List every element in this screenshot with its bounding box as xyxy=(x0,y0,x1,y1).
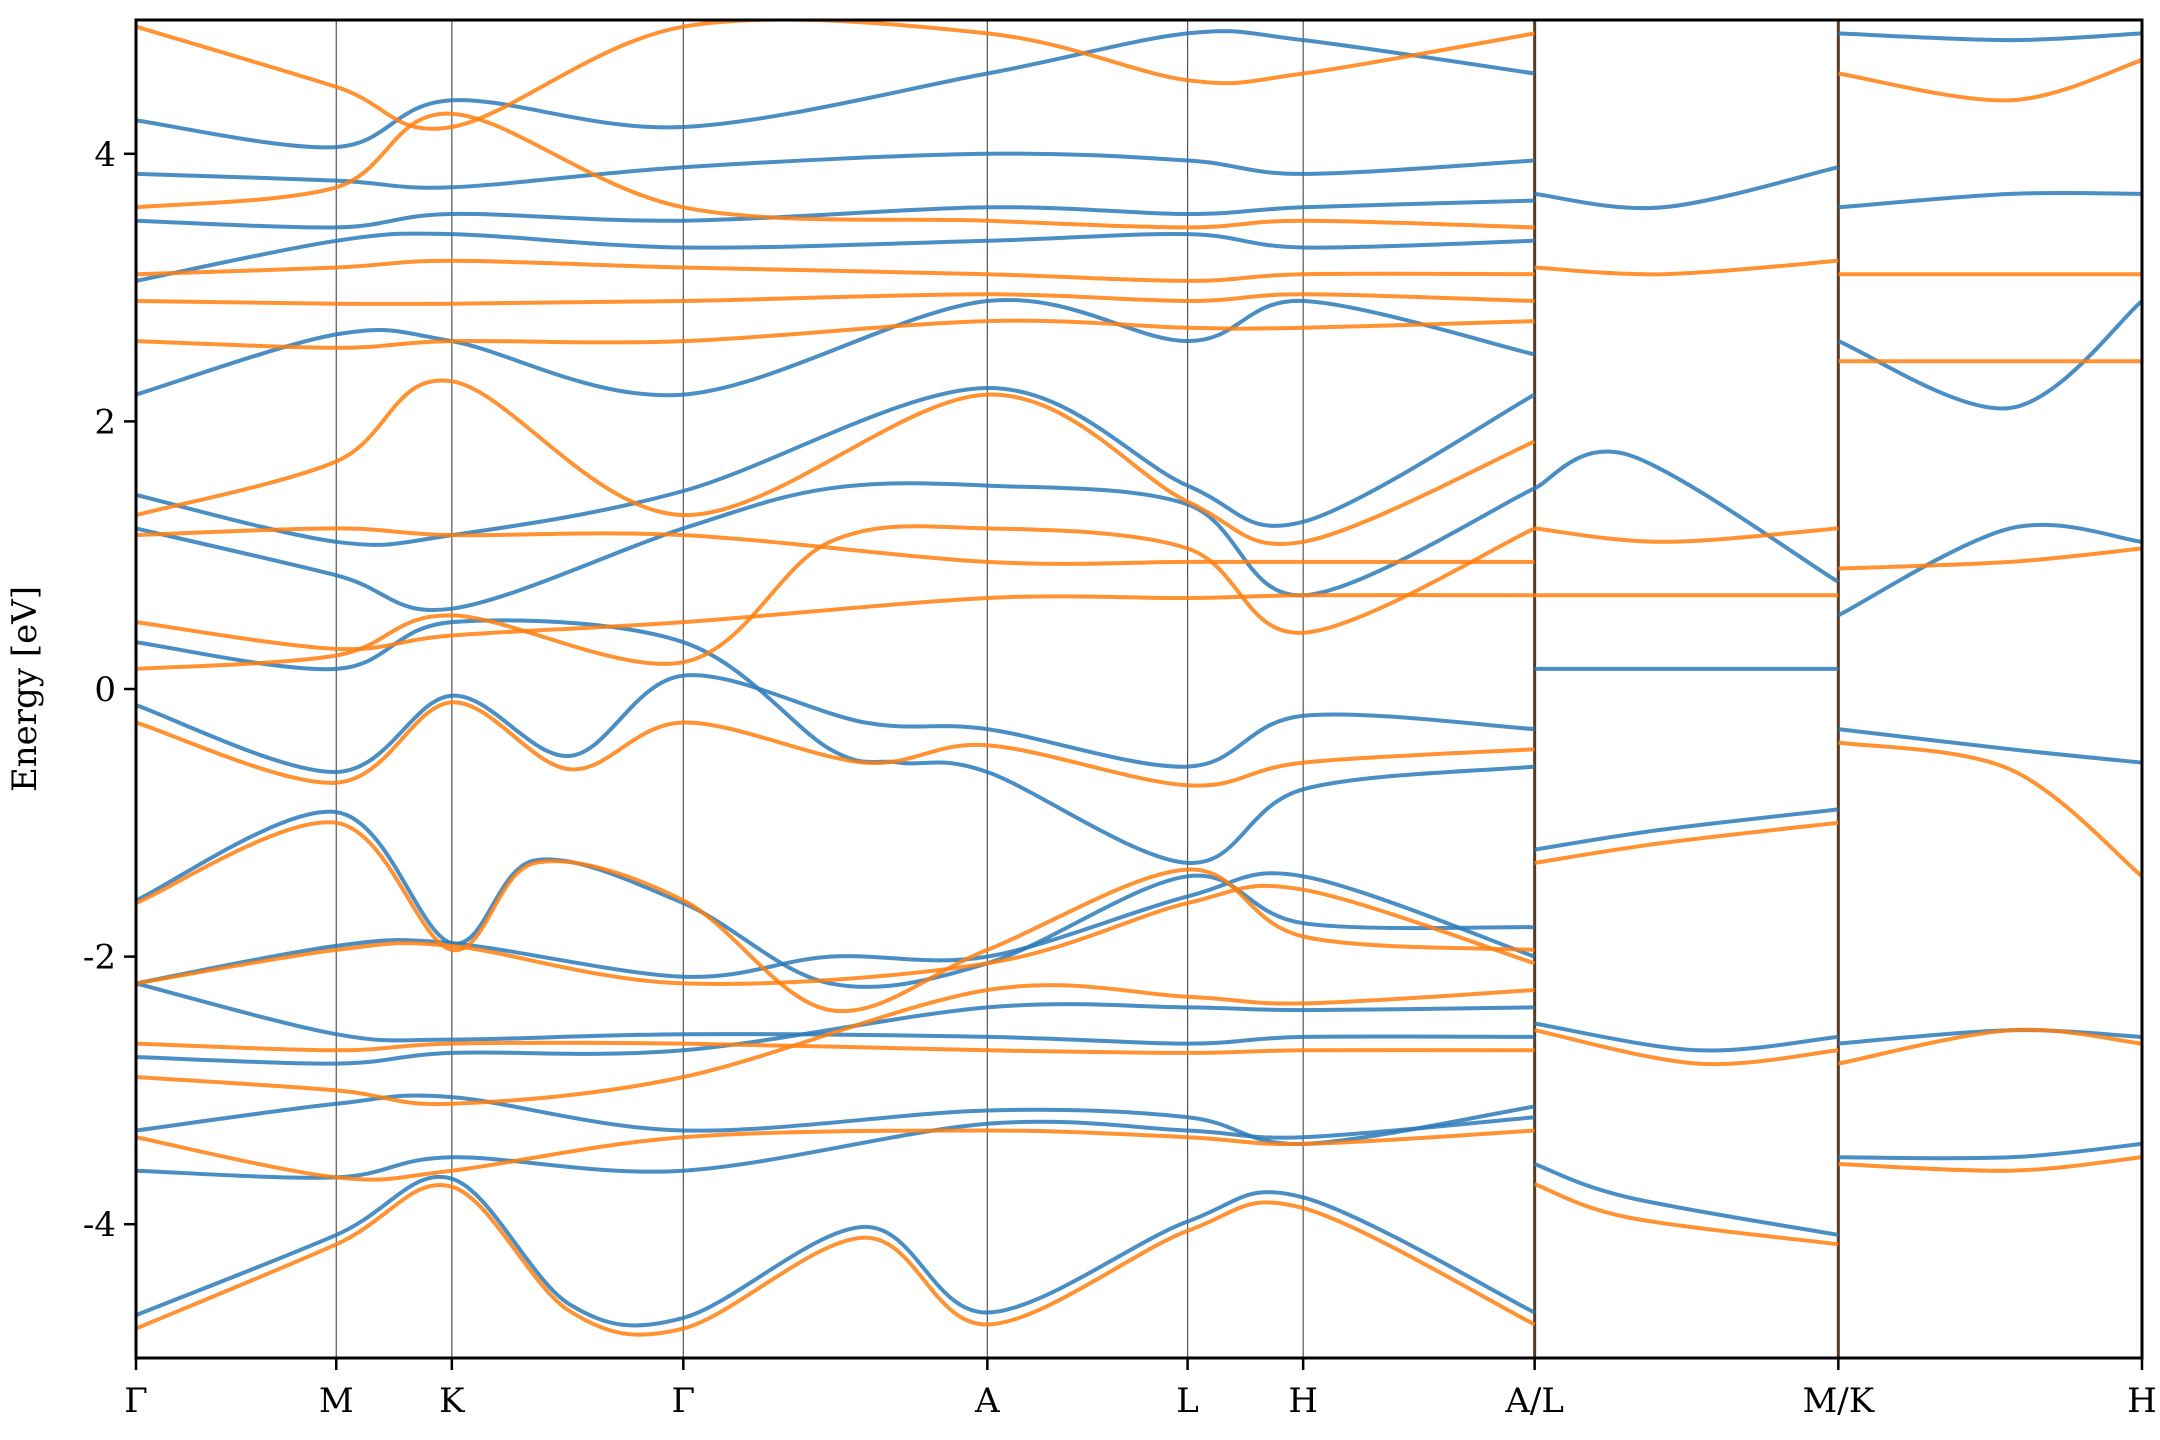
band-line-series-1 xyxy=(1837,523,2142,618)
band-line-series-2 xyxy=(1837,740,2142,878)
x-tick-label: A xyxy=(974,1381,1000,1421)
band-line-series-2 xyxy=(136,378,1536,547)
band-lines xyxy=(136,20,2142,1337)
band-line-series-1 xyxy=(136,673,1535,775)
band-line-series-2 xyxy=(136,526,1535,566)
band-line-series-2 xyxy=(136,983,1535,1107)
x-tick-label: Γ xyxy=(672,1381,696,1421)
x-tick-label: Γ xyxy=(124,1381,148,1421)
band-line-series-1 xyxy=(1838,1141,2142,1161)
x-tick-label: A/L xyxy=(1504,1381,1564,1421)
y-tick-label: -4 xyxy=(83,1205,116,1245)
band-line-series-1 xyxy=(1533,1162,1839,1237)
band-line-series-2 xyxy=(136,111,1535,230)
band-line-series-1 xyxy=(136,809,1535,989)
high-symmetry-lines xyxy=(335,20,1840,1358)
band-line-series-1 xyxy=(1534,165,1839,211)
band-line-series-1 xyxy=(136,1002,1535,1066)
band-line-series-2 xyxy=(136,1040,1535,1055)
x-tick-label: K xyxy=(439,1381,465,1421)
band-line-series-2 xyxy=(136,20,1535,131)
x-tick-label: H xyxy=(2127,1381,2157,1421)
y-axis-ticks: -4 -2 0 2 4 xyxy=(83,135,136,1245)
band-line-series-2 xyxy=(136,820,1535,1014)
band-line-series-1 xyxy=(1838,31,2142,43)
x-axis-ticks: Γ M K Γ A L H A/L M/K H xyxy=(124,1358,2157,1421)
band-line-series-1 xyxy=(1838,190,2142,210)
band-line-series-1 xyxy=(1533,449,1840,584)
x-tick-label: H xyxy=(1288,1381,1318,1421)
y-tick-label: 4 xyxy=(94,135,116,175)
band-line-series-2 xyxy=(136,1128,1535,1182)
band-line-series-2 xyxy=(1534,1028,1839,1067)
band-line-series-2 xyxy=(1533,1182,1839,1247)
band-line-series-1 xyxy=(1837,299,2142,411)
x-tick-label: M/K xyxy=(1802,1381,1874,1421)
band-line-series-1 xyxy=(136,981,1535,1046)
band-line-series-1 xyxy=(136,29,1535,150)
band-line-series-1 xyxy=(136,151,1535,190)
band-line-series-2 xyxy=(1838,546,2142,571)
band-line-series-2 xyxy=(1837,58,2142,103)
y-tick-label: 2 xyxy=(94,402,116,442)
band-line-series-2 xyxy=(136,258,1535,283)
band-line-series-2 xyxy=(136,883,1536,986)
y-tick-label: 0 xyxy=(94,670,116,710)
band-line-series-2 xyxy=(1534,820,1839,865)
x-tick-label: M xyxy=(319,1381,354,1421)
band-line-series-2 xyxy=(136,700,1535,788)
band-line-series-1 xyxy=(1534,1021,1839,1053)
band-line-series-1 xyxy=(136,297,1536,398)
x-tick-label: L xyxy=(1176,1381,1199,1421)
band-line-series-2 xyxy=(136,524,1536,671)
band-line-series-1 xyxy=(1838,727,2142,765)
band-line-series-1 xyxy=(136,1115,1535,1180)
band-line-series-1 xyxy=(136,481,1536,612)
band-line-series-2 xyxy=(1534,526,1839,544)
band-line-series-2 xyxy=(136,318,1535,350)
band-line-series-2 xyxy=(136,292,1535,306)
band-line-series-1 xyxy=(136,385,1536,547)
y-axis-title: Energy [eV] xyxy=(5,586,45,792)
band-line-series-2 xyxy=(1837,1027,2142,1066)
band-line-series-2 xyxy=(136,593,1535,652)
band-line-series-1 xyxy=(136,198,1535,230)
band-line-series-1 xyxy=(136,1174,1536,1328)
band-line-series-2 xyxy=(1534,258,1839,277)
band-line-series-1 xyxy=(136,871,1536,986)
y-tick-label: -2 xyxy=(83,938,116,978)
band-line-series-2 xyxy=(136,1183,1536,1337)
band-line-series-2 xyxy=(1838,1155,2142,1173)
band-line-series-1 xyxy=(1534,807,1839,852)
band-line-series-1 xyxy=(136,231,1535,283)
